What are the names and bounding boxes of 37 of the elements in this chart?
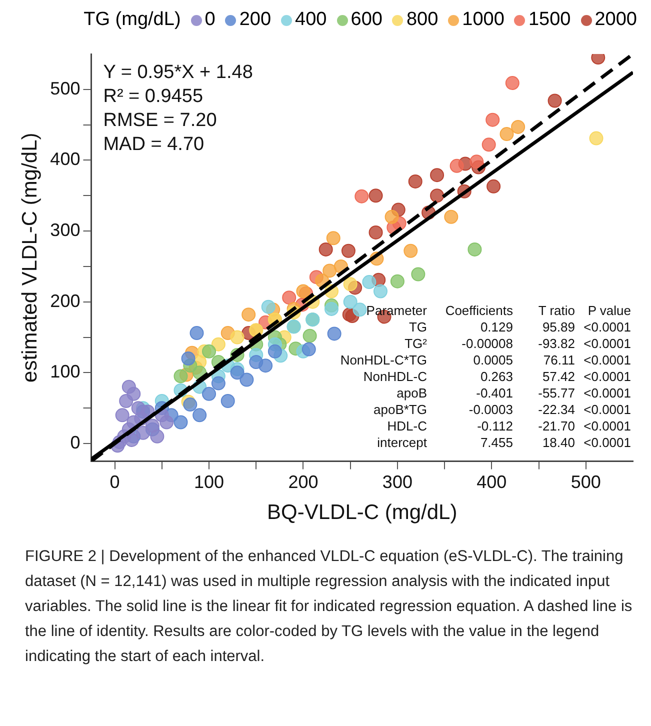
text: intercept 7.455 18.40 <0.0001 (377, 435, 631, 450)
annotation: Y = 0.95*X + 1.48 (103, 62, 253, 83)
legend-label: 600 (350, 9, 382, 31)
x-tick-label: 100 (194, 472, 224, 492)
y-tick-label: 0 (70, 432, 80, 452)
text: apoB -0.401 -55.77 <0.0001 (396, 386, 631, 401)
annotation: R² = 0.9455 (103, 86, 204, 107)
annotation: MAD = 4.70 (103, 134, 204, 155)
legend-label: 1000 (462, 9, 504, 31)
text: TG² -0.00008 -93.82 <0.0001 (404, 336, 631, 352)
legend-label: 0 (204, 9, 216, 31)
x-tick-label: 400 (476, 472, 507, 492)
legend-label: 2000 (594, 9, 637, 31)
caption: FIGURE 2 | Development of the enhanced VLDL-C equation (eS-VLDL-C). The training dataset (N = 12,141) was used in multiple regression analysis with the indicated input variables. The solid line is the linear fit for indicated regression equation. A dashed line is the line of identity. Results are color-coded by TG levels with the value in the legend indicating the start of each interval. (24, 547, 634, 667)
x-tick-label: 300 (382, 472, 412, 492)
legend-label: 1500 (528, 9, 571, 31)
y-axis-title: estimated VLDL-C (mg/dL) (18, 132, 42, 382)
legend-label: 800 (406, 9, 438, 31)
y-tick-label: 300 (50, 220, 80, 240)
text: NonHDL-C*TG 0.0005 76.11 <0.0001 (340, 352, 631, 368)
x-tick-label: 0 (110, 472, 120, 492)
x-axis-title: BQ-VLDL-C (mg/dL) (267, 501, 458, 524)
legend-label: 400 (295, 9, 327, 31)
y-tick-label: 400 (50, 149, 80, 170)
text: TG 0.129 95.89 <0.0001 (408, 320, 631, 335)
legend-label: 200 (239, 9, 272, 31)
y-tick-label: 500 (50, 78, 80, 98)
y-tick-label: 200 (50, 290, 80, 311)
y-tick-label: 100 (50, 362, 80, 382)
text: apoB*TG -0.0003 -22.34 <0.0001 (374, 402, 631, 418)
x-tick-label: 500 (570, 472, 601, 492)
text: HDL-C -0.112 -21.70 <0.0001 (387, 418, 631, 434)
text: Parameter Coefficients T ratio P value (366, 303, 631, 318)
annotation: RMSE = 7.20 (103, 110, 217, 131)
x-tick-label: 200 (288, 472, 318, 492)
text: NonHDL-C 0.263 57.42 <0.0001 (363, 369, 631, 384)
legend-title: TG (mg/dL) (84, 9, 181, 31)
